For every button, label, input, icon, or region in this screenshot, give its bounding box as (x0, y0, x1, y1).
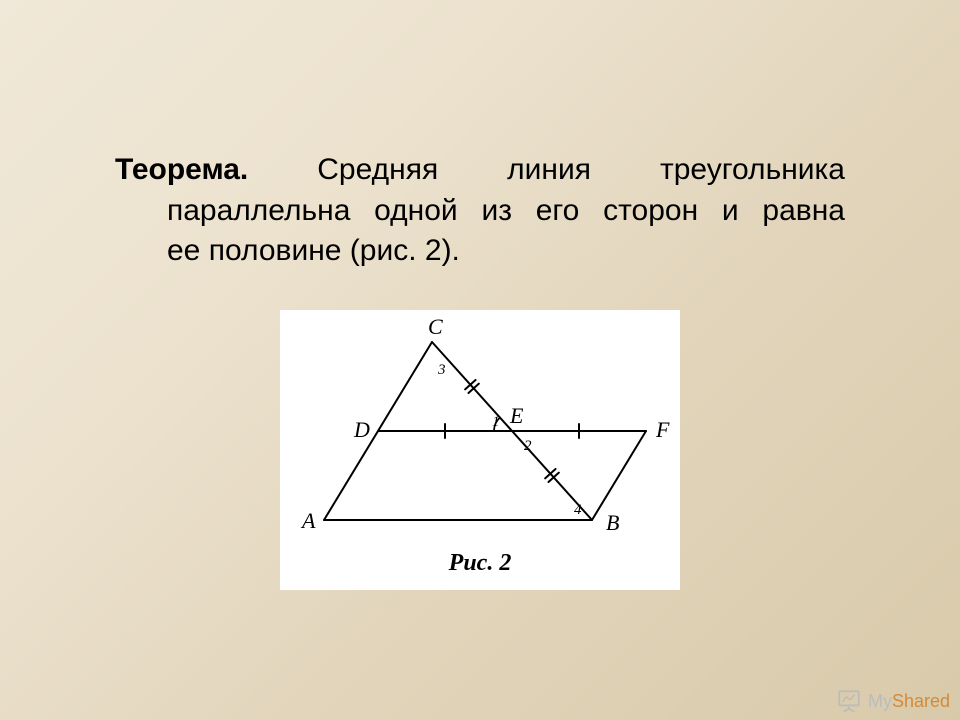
svg-text:Рис. 2: Рис. 2 (448, 550, 512, 576)
watermark-prefix: My (868, 691, 892, 711)
svg-text:E: E (509, 403, 524, 428)
theorem-text: Теорема. Средняя линия треугольника пара… (115, 150, 845, 272)
theorem-label: Теорема. (115, 153, 248, 186)
svg-text:D: D (353, 417, 370, 442)
svg-text:B: B (606, 510, 619, 535)
geometry-figure: A B C D E F 3 1 2 4 Рис. 2 (280, 310, 680, 590)
svg-text:A: A (300, 508, 316, 533)
svg-text:C: C (428, 314, 443, 339)
watermark: MyShared (836, 688, 950, 714)
svg-text:1: 1 (492, 414, 500, 430)
watermark-suffix: Shared (892, 691, 950, 711)
theorem-line3: ее половине (рис. 2). (115, 231, 845, 272)
svg-text:4: 4 (574, 502, 582, 518)
theorem-line1: Средняя линия треугольника (248, 153, 845, 186)
presentation-icon (836, 688, 862, 714)
theorem-line2: параллельна одной из его сторон и равна (115, 191, 845, 232)
svg-text:2: 2 (524, 438, 532, 454)
svg-text:3: 3 (437, 362, 446, 378)
svg-text:F: F (655, 417, 670, 442)
figure-svg: A B C D E F 3 1 2 4 Рис. 2 (280, 310, 680, 590)
